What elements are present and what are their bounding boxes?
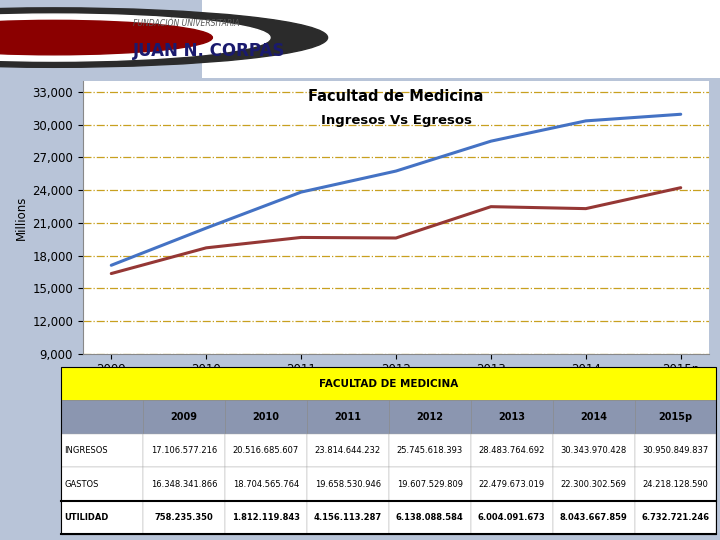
Circle shape: [0, 8, 328, 68]
Bar: [553, 434, 634, 467]
Line: GASTOS: GASTOS: [112, 188, 680, 274]
PathPatch shape: [216, 0, 720, 78]
Text: 22.479.673.019: 22.479.673.019: [479, 480, 545, 489]
Bar: [61, 434, 143, 467]
Text: 2009: 2009: [171, 412, 197, 422]
Text: 6.004.091.673: 6.004.091.673: [478, 513, 546, 522]
Text: 30.950.849.837: 30.950.849.837: [642, 446, 708, 455]
Text: 20.516.685.607: 20.516.685.607: [233, 446, 299, 455]
Text: 758.235.350: 758.235.350: [155, 513, 213, 522]
Bar: [471, 467, 552, 501]
Bar: [471, 501, 552, 535]
Bar: [307, 400, 389, 434]
Polygon shape: [202, 0, 720, 78]
Bar: [307, 501, 389, 535]
Text: 25.745.618.393: 25.745.618.393: [397, 446, 463, 455]
Bar: [634, 467, 716, 501]
INGRESOS: [487, 138, 495, 144]
Text: UTILIDAD: UTILIDAD: [64, 513, 109, 522]
INGRESOS: [297, 189, 305, 195]
Bar: [553, 501, 634, 535]
Bar: [389, 501, 471, 535]
Text: 6.732.721.246: 6.732.721.246: [642, 513, 709, 522]
Text: 23.814.644.232: 23.814.644.232: [315, 446, 381, 455]
Text: 8.043.667.859: 8.043.667.859: [559, 513, 627, 522]
Bar: [61, 467, 143, 501]
Bar: [634, 400, 716, 434]
Bar: [143, 434, 225, 467]
Circle shape: [0, 14, 270, 61]
Y-axis label: Millions: Millions: [15, 195, 28, 240]
Text: 2010: 2010: [253, 412, 279, 422]
Bar: [389, 467, 471, 501]
GASTOS: [107, 271, 116, 277]
GASTOS: [202, 245, 210, 251]
Bar: [225, 434, 307, 467]
Bar: [143, 501, 225, 535]
Text: 2012: 2012: [416, 412, 444, 422]
Text: 2015p: 2015p: [658, 412, 693, 422]
Bar: [553, 400, 634, 434]
Bar: [307, 467, 389, 501]
Text: Ingresos Vs Egresos: Ingresos Vs Egresos: [320, 114, 472, 127]
Bar: [143, 467, 225, 501]
GASTOS: [297, 234, 305, 241]
Text: 24.218.128.590: 24.218.128.590: [642, 480, 708, 489]
Text: 28.483.764.692: 28.483.764.692: [479, 446, 545, 455]
Bar: [225, 501, 307, 535]
Text: Facultad de Medicina: Facultad de Medicina: [308, 89, 484, 104]
Text: 4.156.113.287: 4.156.113.287: [314, 513, 382, 522]
INGRESOS: [582, 118, 590, 124]
Text: 19.658.530.946: 19.658.530.946: [315, 480, 381, 489]
Bar: [225, 467, 307, 501]
INGRESOS: [676, 111, 685, 118]
GASTOS: [582, 205, 590, 212]
Text: 30.343.970.428: 30.343.970.428: [560, 446, 626, 455]
Text: 17.106.577.216: 17.106.577.216: [151, 446, 217, 455]
Circle shape: [0, 21, 212, 55]
Bar: [553, 467, 634, 501]
Text: 1.812.119.843: 1.812.119.843: [232, 513, 300, 522]
INGRESOS: [392, 168, 400, 174]
Legend: INGRESOS, GASTOS: INGRESOS, GASTOS: [294, 384, 498, 403]
Text: 22.300.302.569: 22.300.302.569: [561, 480, 626, 489]
Text: 19.607.529.809: 19.607.529.809: [397, 480, 463, 489]
Bar: [471, 434, 552, 467]
Line: INGRESOS: INGRESOS: [112, 114, 680, 265]
Bar: [471, 400, 552, 434]
INGRESOS: [202, 225, 210, 231]
Text: FACULTAD DE MEDICINA: FACULTAD DE MEDICINA: [319, 379, 459, 388]
INGRESOS: [107, 262, 116, 268]
GASTOS: [676, 185, 685, 191]
Bar: [61, 501, 143, 535]
Bar: [307, 434, 389, 467]
Text: 6.138.088.584: 6.138.088.584: [396, 513, 464, 522]
GASTOS: [392, 235, 400, 241]
Text: 2013: 2013: [498, 412, 525, 422]
Text: 2011: 2011: [334, 412, 361, 422]
Bar: [61, 400, 143, 434]
Text: JUAN N. CORPAS: JUAN N. CORPAS: [133, 42, 286, 60]
Bar: [389, 400, 471, 434]
Text: GASTOS: GASTOS: [64, 480, 99, 489]
Bar: [143, 400, 225, 434]
Bar: [225, 400, 307, 434]
Text: INGRESOS: INGRESOS: [64, 446, 108, 455]
Text: 16.348.341.866: 16.348.341.866: [150, 480, 217, 489]
Text: 18.704.565.764: 18.704.565.764: [233, 480, 299, 489]
Bar: [634, 434, 716, 467]
Bar: [634, 501, 716, 535]
Bar: [389, 434, 471, 467]
GASTOS: [487, 204, 495, 210]
Text: FUNDACIÓN UNIVERSITARIA: FUNDACIÓN UNIVERSITARIA: [133, 19, 240, 28]
Bar: [61, 367, 716, 400]
Text: 2014: 2014: [580, 412, 607, 422]
